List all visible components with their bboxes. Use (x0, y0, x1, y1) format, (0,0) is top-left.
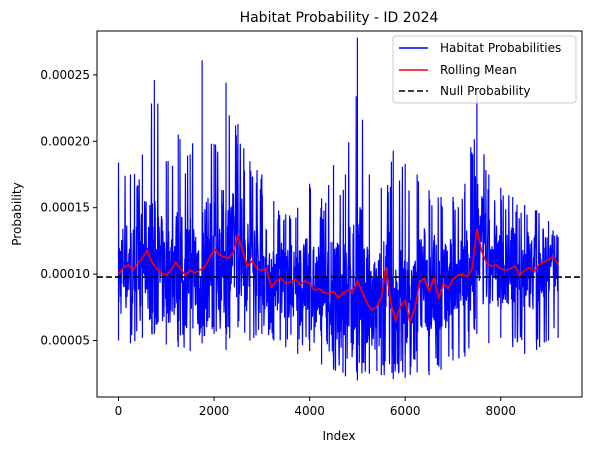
y-axis: 0.00005 0.00010 0.00015 0.00020 0.00025 (40, 68, 97, 348)
y-tick-label: 0.00020 (40, 134, 90, 148)
chart-title: Habitat Probability - ID 2024 (240, 10, 439, 26)
legend-label-null-probability: Null Probability (440, 84, 531, 98)
series-layer (97, 37, 582, 381)
y-tick-label: 0.00015 (40, 201, 90, 215)
x-axis-title: Index (322, 429, 355, 443)
y-tick-label: 0.00025 (40, 68, 90, 82)
x-tick-label: 6000 (390, 404, 421, 418)
y-tick-label: 0.00010 (40, 267, 90, 281)
plot-frame (96, 30, 583, 398)
y-axis-title: Probability (10, 182, 24, 245)
legend-label-habitat-probabilities: Habitat Probabilities (440, 41, 561, 55)
legend-box (392, 35, 577, 104)
y-tick-label: 0.00005 (40, 334, 90, 348)
habitat-probabilities-line (117, 96, 559, 376)
x-tick-label: 8000 (485, 404, 516, 418)
x-tick-label: 2000 (199, 404, 230, 418)
x-tick-label: 0 (115, 404, 123, 418)
plot-area (96, 30, 583, 398)
legend-label-rolling-mean: Rolling Mean (440, 63, 517, 77)
rolling-mean-line (117, 228, 559, 325)
x-tick-label: 4000 (294, 404, 325, 418)
x-axis: 0 2000 4000 6000 8000 (115, 397, 516, 418)
legend: Habitat Probabilities Rolling Mean Null … (392, 35, 577, 104)
